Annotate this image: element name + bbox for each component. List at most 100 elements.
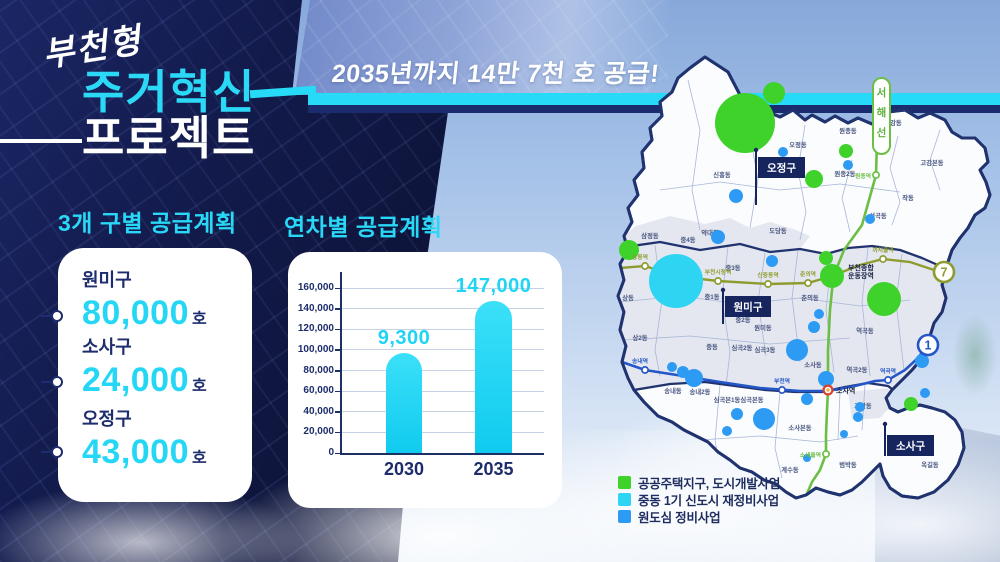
- district-area-label: 중1동: [704, 293, 719, 301]
- y-tick-label: 140,000: [297, 302, 334, 314]
- district-area-label: 원종2동: [835, 169, 856, 178]
- flag-pole-dot: [882, 421, 888, 427]
- connector-dot: [51, 310, 63, 322]
- map-legend: 공공주택지구, 도시개발사업 중동 1기 신도시 재정비사업 원도심 정비사업: [618, 474, 780, 525]
- flag-pole-dot: [720, 287, 726, 293]
- district-flag-label: 원미구: [734, 300, 763, 313]
- station-label: 상동역: [632, 253, 648, 261]
- tick-mark: [335, 390, 340, 393]
- project-circle-blue: [731, 408, 743, 420]
- station-dot: [804, 279, 812, 287]
- bar-value-label: 9,300: [377, 326, 431, 349]
- logo-line2: 프로젝트: [82, 112, 256, 164]
- y-tick-label: 80,000: [303, 364, 334, 376]
- flag-pole-dot: [753, 147, 759, 153]
- station-dot: [778, 386, 786, 394]
- station-dot: [714, 277, 722, 285]
- district-name: 오정구: [82, 409, 132, 429]
- station-label: 원종역: [855, 172, 871, 180]
- district-row: 원미구 80,000 호: [82, 269, 207, 342]
- station-dot: [879, 255, 887, 263]
- district-area-label: 중3동: [725, 264, 740, 272]
- district-area-label: 심곡본1동: [714, 395, 741, 404]
- district-area-label: 심곡본동: [740, 395, 763, 404]
- district-area-label: 춘의동: [801, 293, 819, 302]
- district-area-label: 중4동: [680, 236, 695, 244]
- district-name: 원미구: [82, 270, 132, 290]
- legend-item: 중동 1기 신도시 재정비사업: [618, 491, 780, 508]
- x-axis-label: 2030: [383, 459, 425, 479]
- district-area-label: 범박동: [839, 460, 857, 469]
- yearly-plan-heading: 연차별 공급계획: [284, 214, 443, 240]
- district-value-number: 80,000: [82, 294, 189, 332]
- gridline: [340, 328, 544, 330]
- project-circle-blue: [855, 402, 865, 412]
- district-area-label: 원미동: [754, 323, 772, 332]
- y-tick-label: 120,000: [297, 323, 334, 335]
- station-label: 소사역: [836, 386, 855, 395]
- background-park: [945, 300, 1000, 410]
- station-label: 소새울역: [800, 451, 821, 459]
- connector-tick: [41, 315, 51, 317]
- gridline: [340, 411, 544, 413]
- district-row: 오정구 43,000 호: [82, 408, 207, 481]
- district-area-label: 원종동: [839, 126, 857, 135]
- station-label: 송내역: [632, 357, 648, 365]
- tick-mark: [335, 308, 340, 310]
- project-circle-green: [763, 82, 785, 104]
- district-area-label: 옥길동: [921, 460, 939, 469]
- district-area-label: 성곡동: [869, 211, 887, 220]
- district-area-label: 오정동: [789, 140, 807, 149]
- district-area-label: 송내2동: [690, 387, 711, 396]
- project-circle-blue: [711, 230, 725, 244]
- district-value: 24,000 호: [82, 358, 207, 409]
- district-area-label: 작동: [902, 193, 914, 202]
- district-area-label: 중2동: [735, 316, 750, 324]
- legend-color-swatch: [618, 475, 631, 489]
- district-value: 80,000 호: [82, 291, 207, 342]
- district-area-label: 역곡2동: [847, 365, 868, 374]
- bar-value-label: 147,000: [455, 275, 532, 298]
- district-flag: [725, 296, 771, 317]
- district-area-label: 삼정동: [641, 231, 659, 240]
- district-area-label: 송내동: [664, 386, 682, 395]
- district-value-number: 43,000: [82, 433, 189, 471]
- y-tick-label: 160,000: [297, 282, 334, 293]
- yearly-plan-chart-card: 0 20,000 40,000 60,000 80,000 100,000 120,000 1…: [288, 252, 562, 508]
- y-tick-label: 0: [328, 447, 334, 458]
- district-area-label: 도당동: [769, 226, 787, 235]
- district-area-label: 상동: [622, 293, 634, 302]
- legend-color-swatch: [618, 509, 631, 523]
- station-dot: [641, 366, 649, 374]
- district-area-label: 심곡3동: [755, 345, 776, 354]
- project-circle-blue: [753, 408, 775, 430]
- project-circle-green: [904, 397, 918, 411]
- project-circle-green: [619, 240, 639, 260]
- station-dot: [872, 171, 880, 179]
- project-circle-green: [839, 144, 853, 158]
- tick-mark: [335, 411, 340, 413]
- project-circle-blue: [853, 412, 863, 422]
- project-circle-blue: [778, 147, 788, 157]
- gridline: [340, 452, 544, 455]
- y-tick-label: 20,000: [303, 426, 334, 438]
- project-circle-blue: [920, 388, 930, 398]
- project-circle-blue: [915, 354, 929, 368]
- district-area-label: 중동: [706, 343, 718, 351]
- y-tick-label: 100,000: [297, 343, 334, 355]
- station-label: 신중동역: [757, 271, 778, 279]
- bar-chart: 0 20,000 40,000 60,000 80,000 100,000 120,000 1…: [288, 252, 562, 508]
- title-side-line: [0, 139, 82, 143]
- district-area-label: 고강동: [884, 118, 902, 127]
- headline-text: 2035년까지 14만 7천 호 공급!: [330, 60, 661, 88]
- connector-dot: [51, 376, 63, 388]
- transfer-station-icon-center: [826, 388, 830, 392]
- gridline: [340, 390, 544, 392]
- district-area-label: 약대동: [701, 228, 719, 237]
- station-label: 역곡역: [880, 367, 896, 375]
- unit-label: 호: [192, 311, 208, 328]
- district-name: 소사구: [82, 337, 132, 357]
- legend-color-swatch: [618, 492, 631, 506]
- project-circle-blue: [865, 214, 875, 224]
